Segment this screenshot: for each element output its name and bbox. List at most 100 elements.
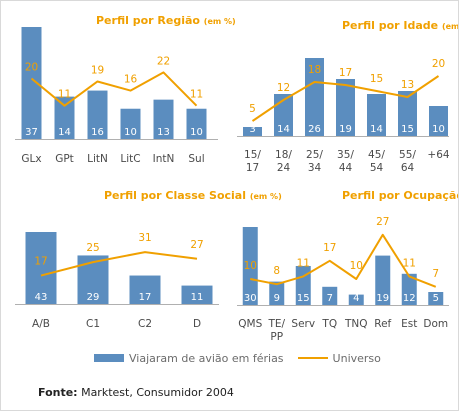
category-tick-label: LitN [87, 153, 108, 165]
category-tick-line: Sul [188, 153, 204, 165]
category-tick-label: Dom [423, 318, 448, 330]
bar [348, 294, 364, 305]
line-value-label: 13 [401, 79, 414, 91]
legend-line-label: Universo [332, 351, 381, 365]
bar-value-label: 26 [308, 124, 321, 135]
category-tick-line: 24 [277, 162, 291, 174]
bar-value-label: 11 [191, 292, 204, 303]
chart-panel-4: Perfil por Ocupação (em %) 30 9 15 7 4 19 12 5 10… [237, 189, 459, 343]
bar-value-label: 17 [139, 292, 152, 303]
category-tick-line: C1 [86, 318, 100, 330]
category-tick-line: 18/ [275, 149, 292, 161]
bar [21, 27, 42, 139]
line-value-label: 20 [432, 58, 445, 70]
category-tick-line: Dom [423, 318, 448, 330]
category-tick-label: 25/34 [306, 149, 323, 174]
bar [398, 91, 417, 136]
bar [25, 232, 57, 304]
bar [269, 281, 285, 305]
category-tick-line: 55/ [399, 149, 416, 161]
line-value-label: 17 [34, 256, 47, 268]
category-tick-label: C2 [138, 318, 152, 330]
bar-value-label: 15 [401, 124, 414, 135]
chart-title: Perfil por Ocupação (em %) [342, 189, 458, 202]
chart-panel-3: Perfil por Classe Social (em %) 43 29 17 11 1… [15, 189, 282, 330]
chart-panel-2: Perfil por Idade (em %) 3 14 26 19 14 15 10 5 12 1… [237, 19, 459, 174]
line-value-label: 19 [91, 64, 104, 76]
line-value-label: 20 [25, 61, 38, 73]
line-value-label: 27 [376, 216, 389, 228]
line-value-label: 31 [138, 232, 151, 244]
source-text: Marktest, Consumidor 2004 [77, 386, 234, 399]
bar [87, 90, 108, 139]
bar [401, 273, 417, 305]
category-tick-label: TQ [321, 318, 337, 330]
bar-value-label: 12 [403, 293, 416, 304]
source-note: Fonte: Marktest, Consumidor 2004 [38, 386, 234, 399]
line-value-label: 18 [308, 64, 321, 76]
bar-value-label: 29 [87, 292, 100, 303]
line-value-label: 27 [190, 239, 203, 251]
category-tick-label: D [193, 318, 201, 330]
line-value-label: 5 [249, 103, 256, 115]
category-tick-label: +64 [427, 149, 449, 161]
bar [375, 255, 391, 305]
legend: Viajaram de avião em férias Universo [94, 350, 381, 366]
category-tick-line: GPt [55, 153, 74, 165]
category-tick-label: Serv [291, 318, 315, 330]
bar-value-label: 10 [432, 124, 445, 135]
category-tick-line: LitN [87, 153, 108, 165]
bar-value-label: 7 [327, 293, 333, 304]
chart-title-unit: (em %) [250, 192, 282, 201]
bar-value-label: 10 [190, 127, 203, 138]
category-tick-line: 35/ [337, 149, 354, 161]
line-value-label: 17 [323, 242, 336, 254]
category-tick-label: C1 [86, 318, 100, 330]
bar [322, 286, 338, 305]
category-tick-label: TNQ [344, 318, 368, 330]
category-tick-line: PP [270, 331, 283, 343]
line-value-label: 16 [124, 74, 138, 86]
bar-value-label: 30 [244, 293, 257, 304]
bar-value-label: 43 [35, 292, 48, 303]
line-value-label: 15 [370, 73, 383, 85]
category-tick-line: C2 [138, 318, 152, 330]
bar-value-label: 14 [58, 127, 71, 138]
bar-value-label: 15 [297, 293, 310, 304]
bar-value-label: 19 [376, 293, 389, 304]
universe-line [30, 71, 198, 107]
bar-value-label: 3 [249, 124, 255, 135]
bar-value-label: 9 [274, 293, 280, 304]
category-tick-label: A/B [32, 318, 50, 330]
category-tick-label: GPt [55, 153, 74, 165]
category-tick-line: IntN [153, 153, 175, 165]
category-tick-line: 17 [246, 162, 259, 174]
bar [181, 285, 213, 304]
category-tick-line: QMS [238, 318, 262, 330]
category-tick-label: IntN [153, 153, 175, 165]
category-tick-label: Sul [188, 153, 204, 165]
chart-panel-1: Perfil por Região (em %) 37 14 16 10 13 10 20 11… [15, 14, 236, 165]
category-tick-line: LitC [120, 153, 140, 165]
category-tick-label: TE/PP [267, 318, 285, 343]
bar [242, 227, 258, 305]
category-tick-line: TNQ [344, 318, 368, 330]
category-tick-label: GLx [21, 153, 41, 165]
line-value-label: 10 [350, 260, 363, 272]
category-tick-line: 44 [339, 162, 353, 174]
line-value-label: 11 [403, 257, 416, 269]
bar [367, 94, 386, 136]
chart-title: Perfil por Idade (em %) [342, 19, 458, 32]
line-value-label: 8 [273, 265, 280, 277]
chart-title: Perfil por Classe Social (em %) [104, 189, 282, 202]
category-tick-line: +64 [427, 149, 449, 161]
line-value-label: 11 [190, 89, 203, 101]
category-tick-line: A/B [32, 318, 50, 330]
category-tick-line: GLx [21, 153, 41, 165]
bar-value-label: 14 [370, 124, 383, 135]
category-tick-label: 45/54 [368, 149, 385, 174]
bar-value-label: 5 [433, 293, 439, 304]
bar-value-label: 10 [124, 127, 137, 138]
category-tick-line: TE/ [267, 318, 285, 330]
